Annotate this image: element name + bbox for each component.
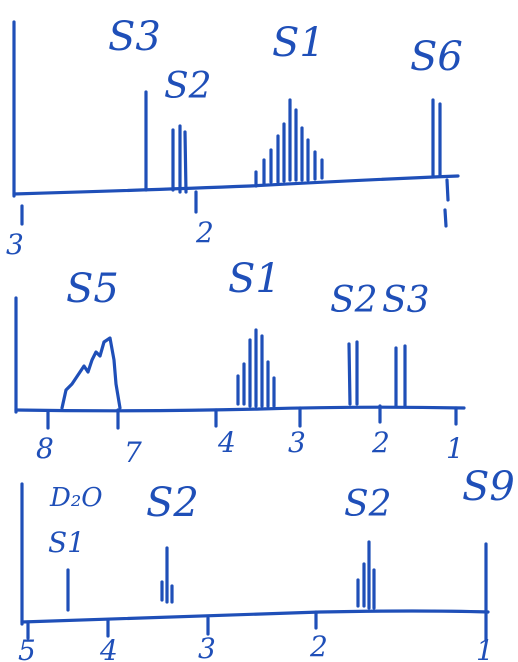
middle-label-s1: S1: [228, 256, 281, 302]
middle-peak-s1-multiplet: [236, 328, 276, 408]
bottom-label-d2o: D₂O: [49, 483, 103, 513]
middle-tick-label-1: 1: [446, 432, 464, 465]
top-peak-s1-multiplet: [254, 98, 324, 188]
bottom-tick-label-5: 5: [18, 634, 36, 662]
bottom-tick-label-3: 3: [198, 632, 216, 662]
middle-label-s5: S5: [66, 266, 119, 312]
top-baseline: [12, 174, 460, 196]
top-label-s2: S2: [164, 66, 212, 107]
middle-tick-label-3: 3: [288, 426, 306, 459]
top-label-s6: S6: [410, 34, 463, 80]
panel-middle: S5 S1 S2 S3 8 7 4 3 2 1: [14, 256, 466, 469]
bottom-label-s1: S1: [48, 526, 85, 559]
bottom-label-s9: S9: [462, 464, 515, 510]
middle-tick-label-4: 4: [217, 426, 236, 459]
bottom-tick-label-2: 2: [309, 630, 328, 662]
top-tick-1b: [443, 208, 448, 228]
bottom-baseline: [20, 609, 490, 624]
top-tick-label-3: 3: [6, 228, 24, 261]
bottom-label-s2-b: S2: [344, 484, 392, 525]
middle-label-s2: S2: [330, 280, 378, 321]
middle-peak-s3: [394, 344, 407, 408]
bottom-tick-label-4: 4: [99, 634, 118, 662]
bottom-peak-s2-b: [356, 540, 376, 610]
top-label-s3: S3: [108, 14, 161, 60]
bottom-label-s2-a: S2: [146, 480, 199, 526]
middle-tick-label-7: 7: [124, 436, 142, 469]
top-peak-s2: [171, 124, 188, 194]
middle-tick-label-8: 8: [36, 432, 54, 465]
panel-bottom: D₂O S1 S2 S2 S9 5 4 3 2 1: [18, 464, 515, 662]
top-tick-label-2: 2: [195, 216, 214, 249]
middle-peak-s2: [347, 340, 359, 406]
middle-tick-label-2: 2: [371, 426, 390, 459]
middle-peak-s5-broad: [60, 336, 122, 410]
bottom-tick-label-1: 1: [476, 634, 494, 662]
middle-baseline: [14, 405, 466, 413]
bottom-peak-s2-a: [160, 546, 174, 604]
panel-top: S3 S2 S1 S6 3 2: [6, 14, 463, 261]
middle-label-s3: S3: [382, 280, 430, 321]
top-peak-s6: [431, 98, 442, 178]
top-label-s1: S1: [272, 20, 325, 66]
top-tick-1: [445, 178, 450, 202]
